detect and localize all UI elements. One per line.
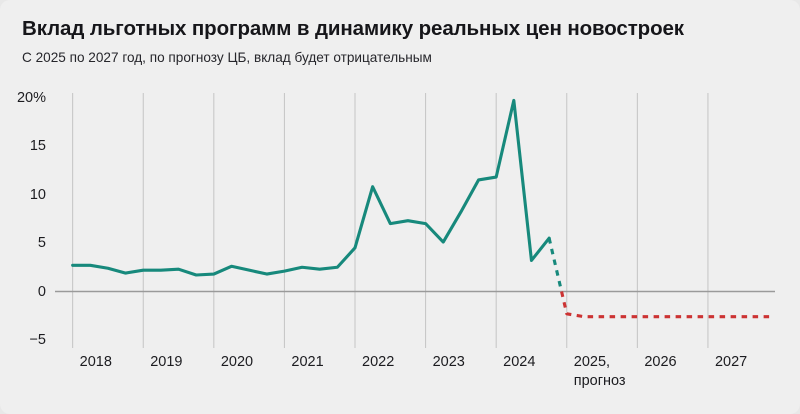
forecast-series-line [547,237,772,319]
y-axis-tick-label: 0 [37,283,46,300]
page-subtitle: С 2025 по 2027 год, по прогнозу ЦБ, вкла… [22,50,432,65]
x-axis-tick-label: 2021 [291,354,324,370]
x-axis-tick-label: 2022 [362,354,395,370]
x-axis-tick-label: 2018 [79,354,112,370]
actual-line-path [71,98,551,277]
grid-lines [72,93,709,348]
y-axis-tick-label: 10 [29,186,46,203]
x-axis-tick-label: 2020 [220,354,254,370]
forecast-line-path [560,291,772,319]
x-axis-tick-label: 2019 [150,354,183,370]
x-axis-tick-label: 2026 [644,354,677,370]
page-title: Вклад льготных программ в динамику реаль… [22,17,684,40]
x-axis-tick-label: 2023 [432,354,465,370]
forecast-line-path [547,237,564,292]
y-axis-tick-label: 20% [16,89,46,106]
x-axis-tick-label: 2024 [503,354,536,370]
y-axis-tick-label: 15 [29,138,46,154]
x-axis-tick-label: 2027 [714,354,748,370]
x-axis-tick-label: 2025, прогноз [573,354,626,390]
actual-series-line [71,98,551,277]
y-axis-tick-label: 5 [37,235,46,251]
y-axis-tick-label: −5 [29,332,46,348]
